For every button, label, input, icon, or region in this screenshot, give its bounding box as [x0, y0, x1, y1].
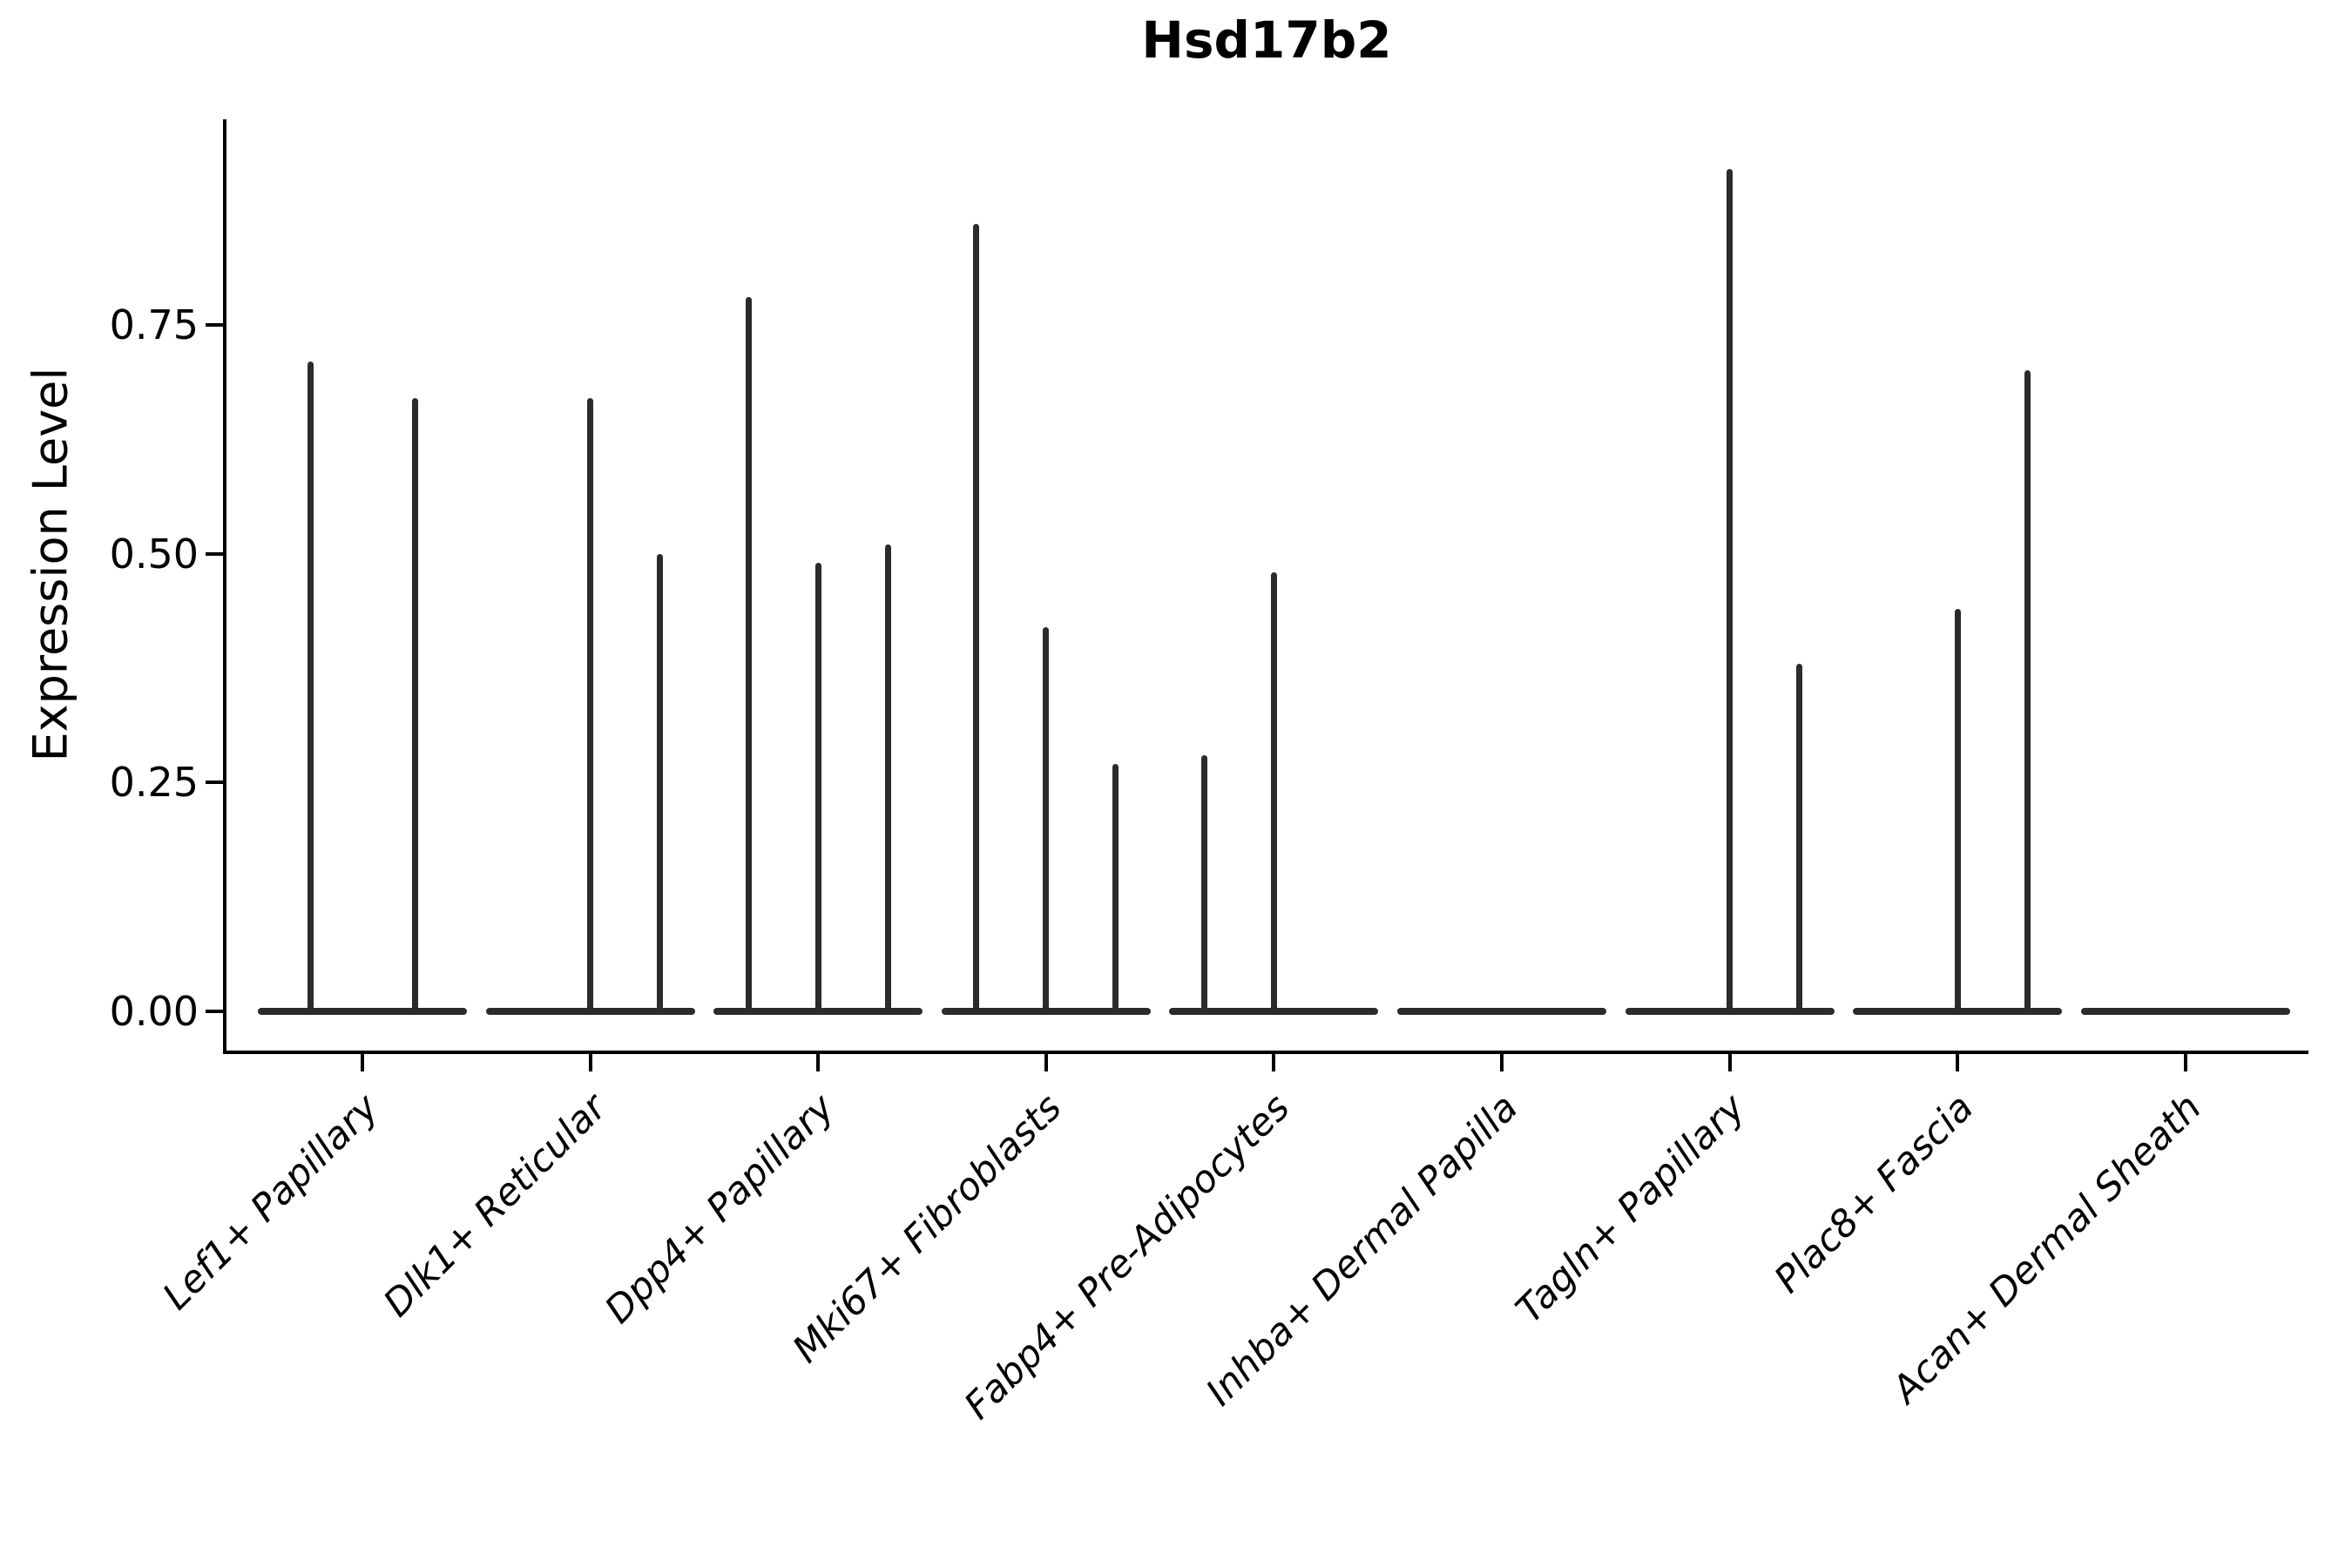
- x-tick: [1727, 1052, 1732, 1071]
- violin-spike: [884, 544, 891, 1011]
- x-tick-label: Dpp4+ Papillary: [596, 1085, 843, 1333]
- violin-baseline: [258, 1008, 467, 1015]
- x-tick-label: Dlk1+ Reticular: [375, 1085, 615, 1326]
- y-tick: [206, 1010, 223, 1013]
- chart-title: Hsd17b2: [1141, 10, 1392, 70]
- x-tick: [1044, 1052, 1048, 1071]
- violin-spike: [1043, 626, 1050, 1011]
- x-tick: [1272, 1052, 1276, 1071]
- violin-spike: [1796, 663, 1803, 1011]
- violin-spike: [1200, 754, 1207, 1011]
- x-tick-label: Tagln+ Papillary: [1508, 1085, 1754, 1332]
- violin-baseline: [1169, 1008, 1379, 1015]
- violin-spike: [1270, 571, 1277, 1011]
- y-tick: [206, 322, 223, 327]
- violin-baseline: [1625, 1008, 1835, 1015]
- violin-spike: [745, 297, 752, 1011]
- y-tick-label: 0.75: [109, 301, 199, 348]
- x-tick-label: Plac8+ Fascia: [1766, 1085, 1983, 1302]
- violin-spike: [411, 397, 418, 1011]
- x-tick-label: Lef1+ Papillary: [154, 1085, 387, 1319]
- x-tick: [1500, 1052, 1504, 1071]
- violin-baseline: [1397, 1008, 1606, 1015]
- violin-spike: [1727, 169, 1734, 1011]
- y-tick: [206, 551, 223, 556]
- violin-spike: [973, 224, 980, 1011]
- y-tick-label: 0.50: [109, 530, 199, 578]
- x-tick: [1956, 1052, 1960, 1071]
- violin-spike: [1954, 608, 1961, 1011]
- violin-baseline: [485, 1008, 695, 1015]
- y-tick: [206, 781, 223, 785]
- violin-spike: [587, 397, 594, 1011]
- x-tick: [361, 1052, 364, 1071]
- violin-spike: [657, 553, 664, 1011]
- violin-spike: [307, 361, 314, 1011]
- x-tick: [2183, 1052, 2187, 1071]
- y-tick-label: 0.00: [109, 988, 199, 1035]
- x-tick: [816, 1052, 821, 1071]
- violin-baseline: [2080, 1008, 2290, 1015]
- violin-baseline: [941, 1008, 1151, 1015]
- violin-spike: [1112, 764, 1119, 1011]
- y-axis-spine: [223, 119, 226, 1054]
- x-tick: [588, 1052, 592, 1071]
- x-axis-spine: [223, 1051, 2308, 1054]
- violin-spike: [814, 563, 821, 1011]
- violin-spike: [2024, 370, 2031, 1011]
- violin-baseline: [713, 1008, 923, 1015]
- y-tick-label: 0.25: [109, 759, 199, 807]
- violin-baseline: [1853, 1008, 2063, 1015]
